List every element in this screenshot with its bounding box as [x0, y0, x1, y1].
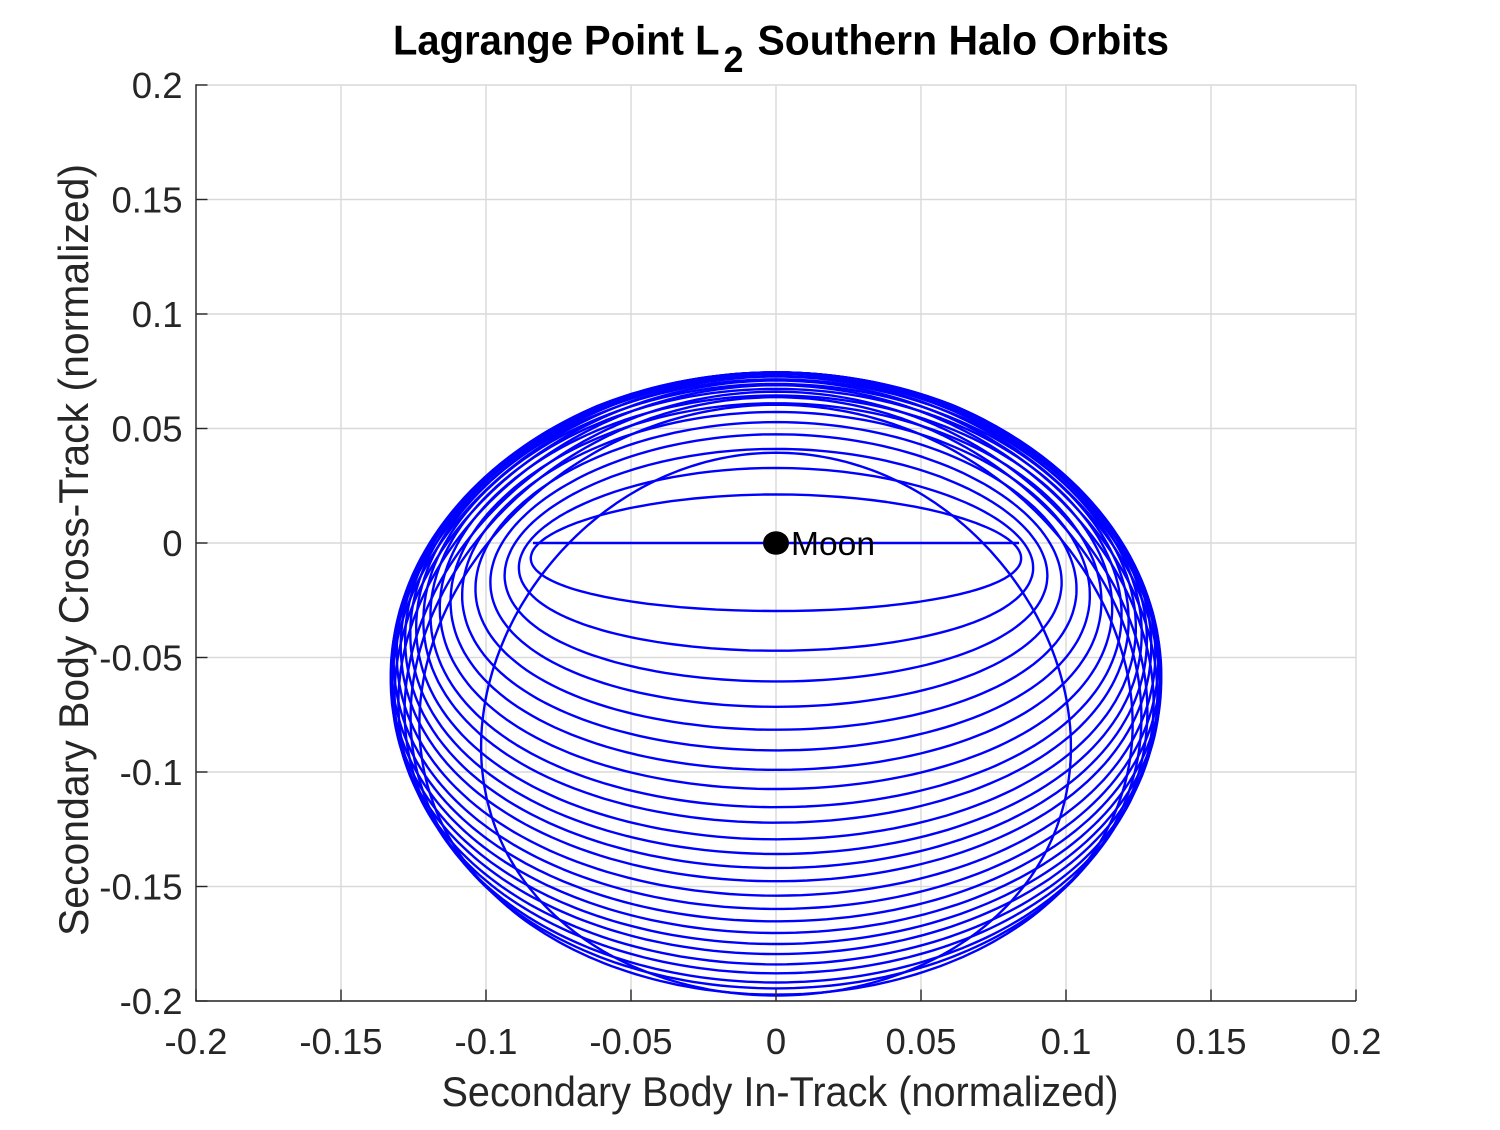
svg-text:-0.15: -0.15: [299, 1021, 382, 1062]
svg-text:0.15: 0.15: [111, 180, 182, 221]
svg-text:Lagrange Point L: Lagrange Point L: [393, 17, 720, 64]
svg-text:-0.2: -0.2: [120, 981, 183, 1022]
svg-text:0: 0: [766, 1021, 786, 1062]
svg-text:Secondary Body Cross-Track (no: Secondary Body Cross-Track (normalized): [50, 164, 97, 936]
svg-text:0.05: 0.05: [111, 409, 182, 450]
svg-text:0.1: 0.1: [132, 294, 183, 335]
svg-text:-0.1: -0.1: [455, 1021, 518, 1062]
svg-text:0.2: 0.2: [1331, 1021, 1382, 1062]
svg-text:0: 0: [162, 523, 182, 564]
svg-text:-0.1: -0.1: [120, 752, 183, 793]
svg-text:0.2: 0.2: [132, 65, 183, 106]
svg-text:Moon: Moon: [791, 526, 875, 563]
svg-text:-0.05: -0.05: [99, 638, 182, 679]
svg-text:Southern Halo Orbits: Southern Halo Orbits: [758, 17, 1170, 64]
svg-text:0.15: 0.15: [1175, 1021, 1246, 1062]
svg-text:-0.2: -0.2: [165, 1021, 228, 1062]
svg-text:-0.15: -0.15: [99, 867, 182, 908]
svg-text:-0.05: -0.05: [589, 1021, 672, 1062]
svg-text:0.05: 0.05: [885, 1021, 956, 1062]
svg-text:2: 2: [724, 39, 744, 80]
svg-text:Secondary Body In-Track (norma: Secondary Body In-Track (normalized): [442, 1068, 1119, 1115]
svg-text:0.1: 0.1: [1041, 1021, 1092, 1062]
